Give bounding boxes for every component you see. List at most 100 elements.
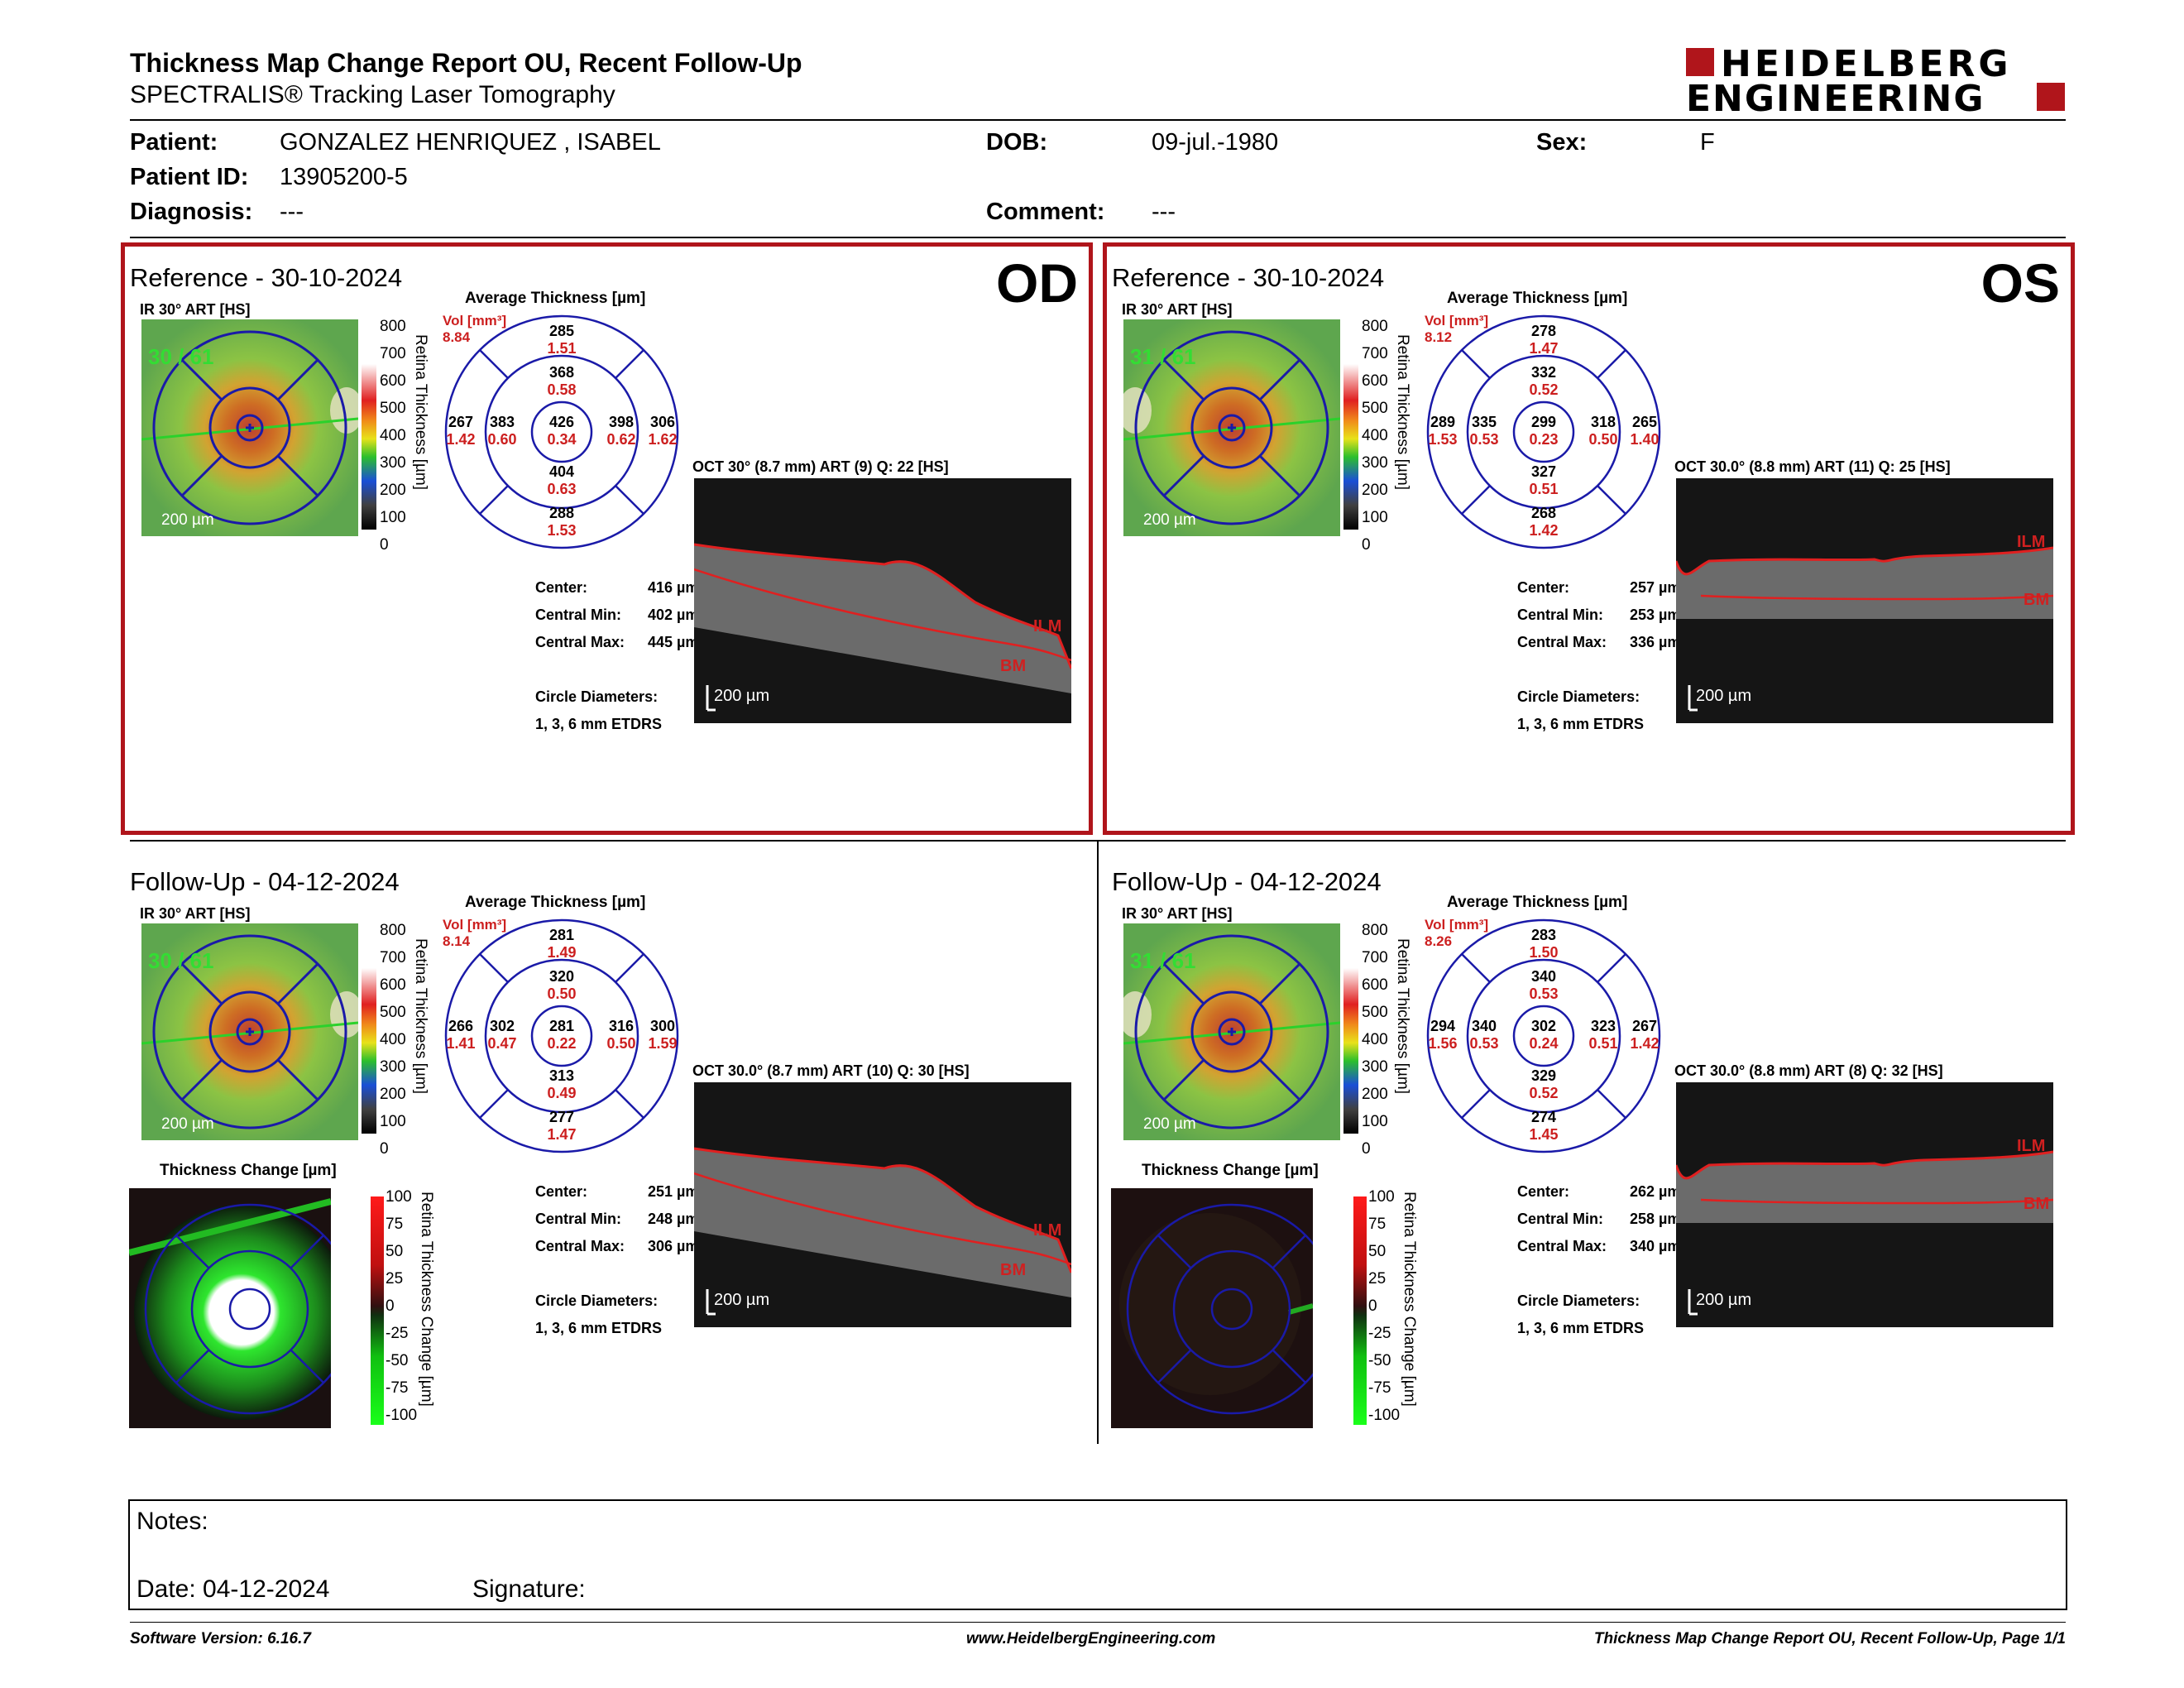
change-tick: -100 — [1368, 1407, 1401, 1424]
sector-bot-o-thickness: 288 — [548, 505, 575, 521]
dob-label: DOB: — [986, 129, 1048, 156]
change-tick: 50 — [386, 1243, 404, 1260]
volume-value: 8.14 — [443, 933, 471, 949]
sector-right-i-volume: 0.51 — [1588, 1035, 1618, 1052]
thickness-tick: 0 — [380, 1140, 389, 1158]
oct-bscan: 200 µm ILM BM — [1676, 1082, 2053, 1327]
os-change-title: Thickness Change [µm] — [1142, 1162, 1319, 1179]
heidelberg-logo: HEIDELBERG ENGINEERING — [1686, 43, 2067, 120]
thickness-tick: 600 — [1362, 372, 1388, 390]
od-change-colorbar — [371, 1196, 384, 1425]
sector-center-volume: 0.22 — [547, 1035, 577, 1052]
sector-top-i-thickness: 332 — [1530, 364, 1557, 381]
sector-right-i-thickness: 323 — [1590, 1018, 1616, 1034]
thickness-colorbar — [362, 932, 376, 1134]
central-max-label: Central Max: — [1517, 634, 1607, 650]
volume-label: Vol [mm³] — [1425, 313, 1489, 328]
sector-top-o-thickness: 283 — [1530, 927, 1557, 943]
eye-label: OS — [1980, 252, 2060, 314]
patient-divider — [130, 237, 2066, 238]
os-change-colorbar — [1353, 1196, 1367, 1425]
thickness-tick: 0 — [1362, 1140, 1371, 1158]
change-tick: -75 — [1368, 1379, 1391, 1397]
ir-thickness-map: 30 / 61 200 µm — [141, 923, 358, 1140]
circle-diameters-value: 1, 3, 6 mm ETDRS — [1517, 1320, 1645, 1336]
circle-diameters-label: Circle Diameters: — [535, 688, 659, 705]
thickness-tick: 700 — [1362, 345, 1388, 362]
thickness-tick: 100 — [380, 1113, 406, 1130]
panel-od-fu: Follow-Up - 04-12-2024 IR 30° ART [HS] — [130, 866, 1098, 1461]
circle-diameters-value: 1, 3, 6 mm ETDRS — [535, 716, 663, 732]
center-label: Center: — [535, 1183, 588, 1200]
sex-value: F — [1700, 129, 1715, 156]
footer-page-info: Thickness Map Change Report OU, Recent F… — [1593, 1630, 2066, 1647]
patient-id: 13905200-5 — [280, 164, 408, 190]
sector-center-thickness: 299 — [1530, 414, 1557, 430]
diagnosis-label: Diagnosis: — [130, 199, 253, 225]
volume-label: Vol [mm³] — [443, 917, 507, 933]
ir-overlay-count: 31 / 61 — [1130, 344, 1196, 369]
sector-bot-i-volume: 0.52 — [1529, 1085, 1559, 1101]
ilm-label: ILM — [2017, 1137, 2046, 1155]
oct-title: OCT 30.0° (8.7 mm) ART (10) Q: 30 [HS] — [692, 1062, 970, 1079]
thickness-tick: 300 — [380, 454, 406, 472]
thickness-tick: 200 — [380, 482, 406, 499]
sector-top-i-volume: 0.52 — [1529, 381, 1559, 398]
sector-right-i-thickness: 316 — [608, 1018, 635, 1034]
thickness-axis-label: Retina Thickness [µm] — [1394, 938, 1411, 1094]
change-tick: 75 — [386, 1216, 404, 1233]
sector-top-i-volume: 0.58 — [547, 381, 577, 398]
report-subtitle: SPECTRALIS® Tracking Laser Tomography — [130, 81, 615, 108]
etdrs-grid: 285 1.51 368 0.58 267 1.42 383 0.60 426 0.34 398 0.… — [443, 313, 681, 551]
thickness-tick: 800 — [1362, 318, 1388, 335]
thickness-tick: 400 — [1362, 1031, 1388, 1048]
os-change-ticks: 100 75 50 25 0 -25 -50 -75 -100 — [1368, 1188, 1410, 1436]
thickness-tick: 200 — [1362, 1086, 1388, 1103]
ilm-label: ILM — [1033, 617, 1062, 635]
sector-right-o-thickness: 265 — [1631, 414, 1658, 430]
circle-diameters-label: Circle Diameters: — [535, 1292, 659, 1309]
oct-bscan: 200 µm ILM BM — [694, 478, 1071, 723]
ir-image-label: IR 30° ART [HS] — [140, 301, 251, 318]
sector-bot-i-thickness: 329 — [1530, 1067, 1557, 1084]
comment-label: Comment: — [986, 199, 1105, 225]
change-tick: 50 — [1368, 1243, 1387, 1260]
os-change-axis-label: Retina Thickness Change [µm] — [1401, 1192, 1418, 1407]
diagnosis-value: --- — [280, 199, 304, 225]
eye-label: OD — [996, 252, 1078, 314]
bm-label: BM — [1000, 1261, 1027, 1279]
etdrs-grid: 281 1.49 320 0.50 266 1.41 302 0.47 281 0.22 316 0.… — [443, 917, 681, 1155]
patient-name: GONZALEZ HENRIQUEZ , ISABEL — [280, 129, 661, 156]
ir-image-label: IR 30° ART [HS] — [140, 905, 251, 922]
panel-os-ref: Reference - 30-10-2024 OS IR 30° ART [HS… — [1112, 252, 2080, 857]
sector-bot-o-thickness: 268 — [1530, 505, 1557, 521]
date-label: Date: 04-12-2024 — [136, 1575, 330, 1603]
thickness-tick: 400 — [1362, 427, 1388, 444]
thickness-tick: 200 — [380, 1086, 406, 1103]
thickness-tick: 300 — [1362, 454, 1388, 472]
change-tick: 0 — [1368, 1297, 1377, 1315]
oct-scale-label: 200 µm — [1696, 1291, 1752, 1309]
sector-center-volume: 0.24 — [1529, 1035, 1559, 1052]
thickness-axis-label: Retina Thickness [µm] — [1394, 334, 1411, 490]
od-change-title: Thickness Change [µm] — [160, 1162, 337, 1179]
sector-top-o-thickness: 281 — [548, 927, 575, 943]
ir-scale-label: 200 µm — [1143, 1115, 1196, 1133]
ir-scale-label: 200 µm — [161, 511, 214, 529]
thickness-tick: 400 — [380, 1031, 406, 1048]
thickness-tick: 100 — [380, 509, 406, 526]
ir-overlay-count: 31 / 61 — [1130, 948, 1196, 973]
panel-od-ref: Reference - 30-10-2024 OD IR 30° ART [HS… — [130, 252, 1098, 857]
footer-website[interactable]: www.HeidelbergEngineering.com — [966, 1630, 1216, 1647]
thickness-tick: 400 — [380, 427, 406, 444]
notes-box[interactable]: Notes: Date: 04-12-2024 Signature: — [128, 1499, 2067, 1610]
change-tick: -100 — [386, 1407, 418, 1424]
sector-right-o-volume: 1.59 — [648, 1035, 678, 1052]
central-max-label: Central Max: — [1517, 1238, 1607, 1254]
thickness-tick: 600 — [380, 976, 406, 994]
sector-left-i-volume: 0.47 — [487, 1035, 517, 1052]
thickness-scale-ticks: 800 700 600 500 400 300 200 100 0 — [380, 922, 421, 1158]
panel-title: Follow-Up - 04-12-2024 — [1112, 867, 1382, 896]
sector-right-i-volume: 0.62 — [606, 431, 636, 448]
central-min-value: 258 µm — [1630, 1211, 1681, 1227]
